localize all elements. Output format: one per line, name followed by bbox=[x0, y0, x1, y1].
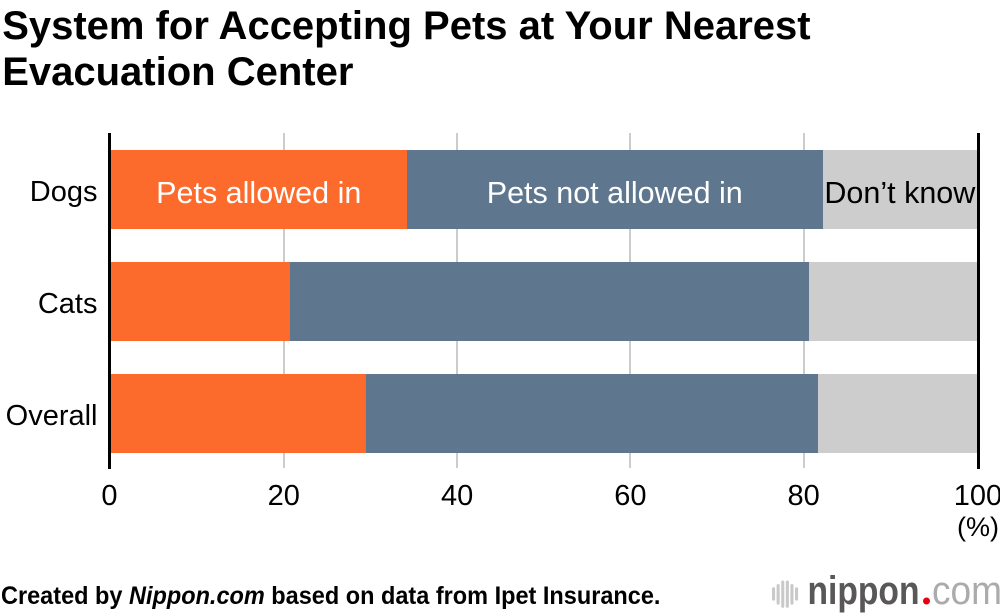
svg-text:nippon: nippon bbox=[808, 569, 920, 613]
svg-text:com: com bbox=[932, 569, 1000, 613]
